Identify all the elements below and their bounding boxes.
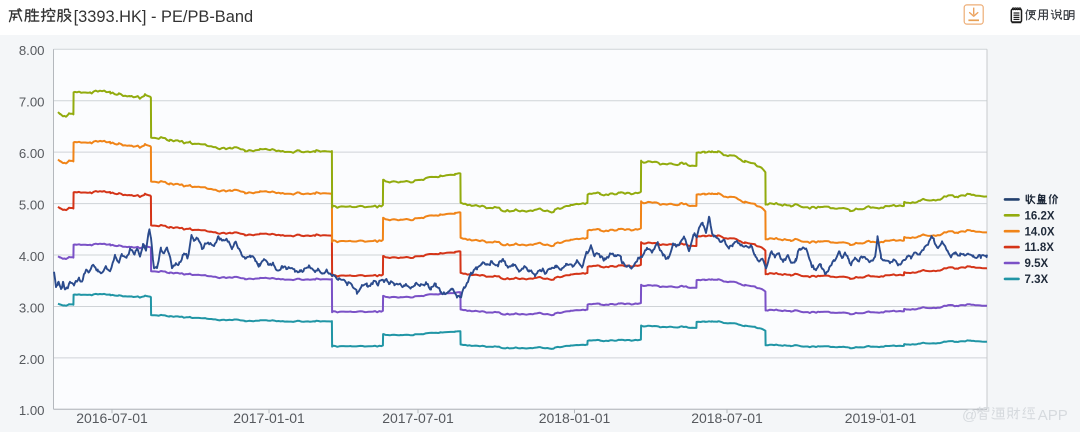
svg-text:2017-07-01: 2017-07-01 [382,410,454,426]
svg-text:4.00: 4.00 [19,249,45,264]
svg-text:2.00: 2.00 [19,352,45,367]
svg-text:14.0X: 14.0X [1025,226,1055,238]
svg-text:9.5X: 9.5X [1025,258,1049,270]
svg-text:7.3X: 7.3X [1025,274,1049,286]
svg-text:16.2X: 16.2X [1025,210,1055,222]
svg-text:8.00: 8.00 [19,43,45,58]
svg-text:2017-01-01: 2017-01-01 [233,410,305,426]
svg-text:5.00: 5.00 [19,198,45,213]
svg-text:2016-07-01: 2016-07-01 [76,410,148,426]
svg-text:[3393.HK] - PE/PB-Band: [3393.HK] - PE/PB-Band [74,8,253,26]
svg-text:APP: APP [1038,407,1068,424]
svg-text:2018-01-01: 2018-01-01 [539,410,611,426]
svg-text:2019-01-01: 2019-01-01 [845,410,917,426]
svg-text:7.00: 7.00 [19,95,45,110]
svg-text:@: @ [962,407,977,424]
svg-text:3.00: 3.00 [19,300,45,315]
svg-text:1.00: 1.00 [19,403,45,418]
svg-text:6.00: 6.00 [19,146,45,161]
svg-text:11.8X: 11.8X [1025,242,1055,254]
svg-text:2018-07-01: 2018-07-01 [691,410,763,426]
